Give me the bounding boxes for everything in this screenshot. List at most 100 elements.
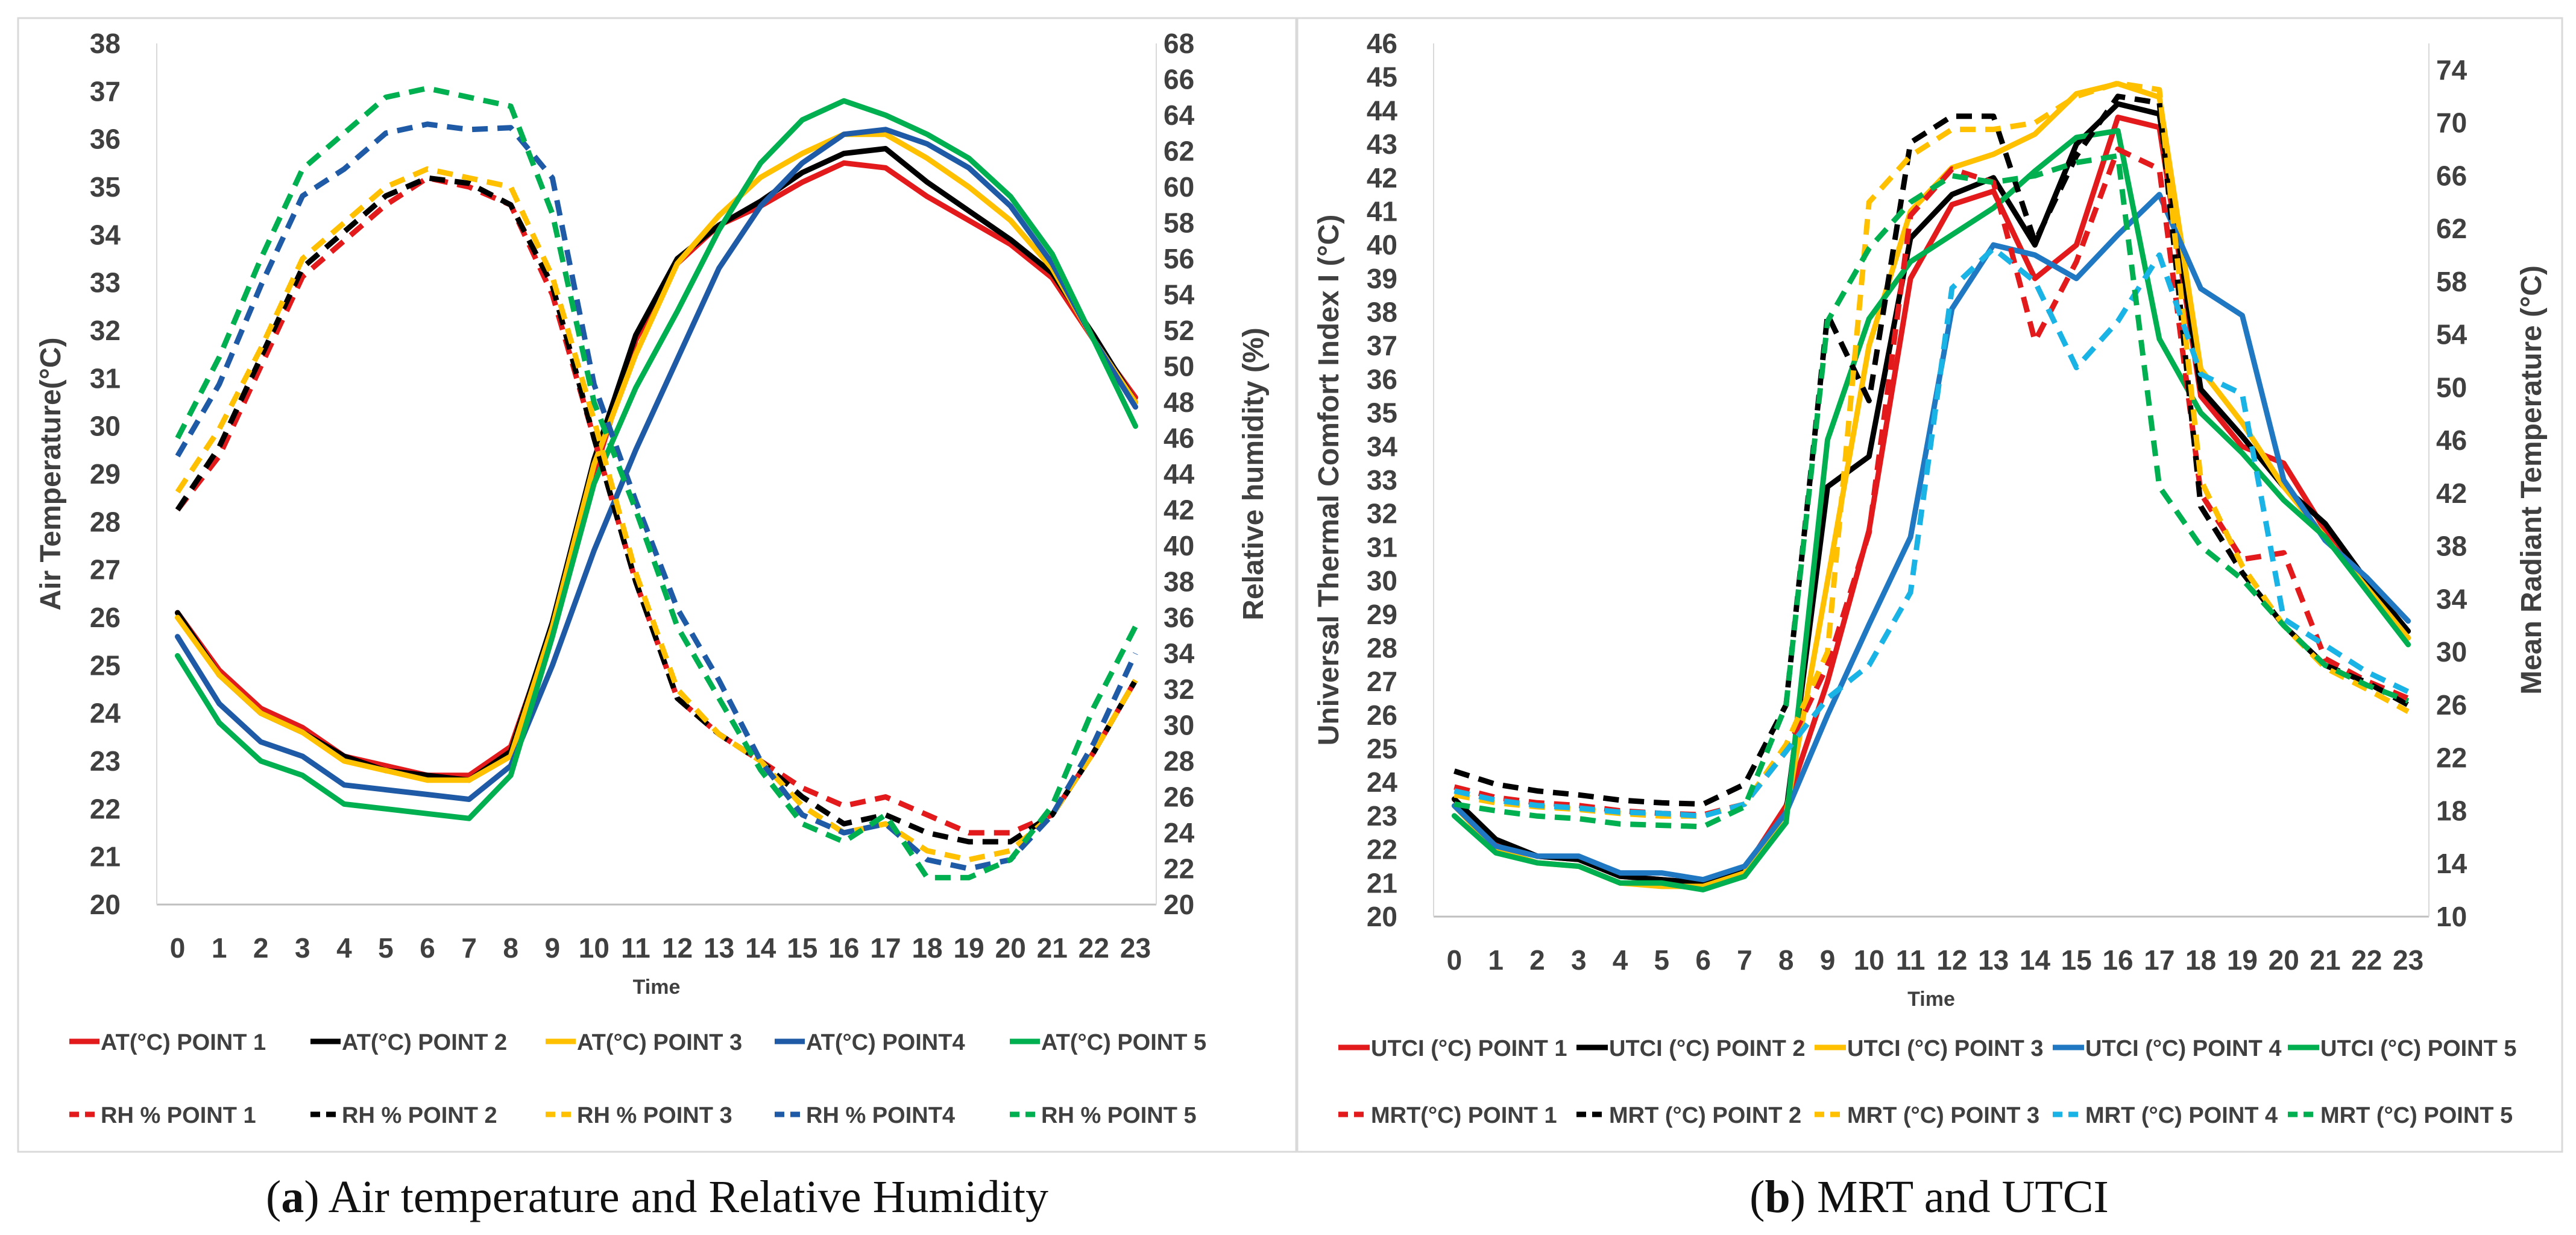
c0-x-tick-label: 19 — [954, 932, 984, 964]
c1-y-tick-label: 30 — [1367, 565, 1397, 596]
c0-x-tick-label: 7 — [461, 932, 477, 964]
panel-a-frame — [17, 17, 1297, 1153]
c0-y-tick-label: 31 — [90, 362, 121, 394]
c0-x-tick-label: 5 — [378, 932, 394, 964]
panel-b-frame — [1296, 17, 2563, 1153]
c0-y2-tick-label: 64 — [1164, 99, 1195, 131]
c1-y-axis-title: Universal Thermal Comfort Index I (°C) — [1313, 215, 1345, 746]
chart-a: 2021222324252627282930313233343536373820… — [35, 28, 1270, 1128]
caption-b: (b) MRT and UTCI — [1749, 1172, 2109, 1222]
c1-legend-label-4: UTCI (°C) POINT 5 — [2320, 1036, 2517, 1061]
c0-y2-tick-label: 40 — [1164, 530, 1194, 561]
c1-y2-tick-label: 34 — [2436, 583, 2467, 614]
c1-y2-axis-title: Mean Radiant Temperature (°C) — [2516, 265, 2548, 695]
c0-series-4-line — [175, 98, 1138, 821]
c0-x-tick-label: 6 — [420, 932, 435, 964]
c1-x-tick-label: 4 — [1613, 944, 1628, 976]
c0-y2-tick-label: 32 — [1164, 674, 1194, 705]
c0-series-8-line — [175, 121, 1138, 871]
c0-x-tick-label: 11 — [621, 932, 650, 964]
c1-legend-label-0: UTCI (°C) POINT 1 — [1371, 1036, 1567, 1061]
c0-y2-tick-label: 52 — [1164, 315, 1194, 346]
chart-b: 2021222324252627282930313233343536373839… — [1313, 28, 2548, 1128]
c1-y-tick-label: 25 — [1367, 733, 1397, 765]
c1-x-tick-label: 5 — [1654, 944, 1670, 976]
c1-x-tick-label: 12 — [1936, 944, 1967, 976]
c1-y-tick-label: 38 — [1367, 297, 1397, 328]
c1-y-tick-label: 21 — [1367, 867, 1397, 899]
c1-x-tick-label: 10 — [1854, 944, 1885, 976]
c0-x-axis-title: Time — [633, 976, 681, 999]
c0-y-tick-label: 21 — [90, 841, 121, 873]
c1-x-tick-label: 11 — [1896, 944, 1926, 976]
c0-y2-tick-label: 22 — [1164, 853, 1194, 885]
c0-legend-label-3: AT(°C) POINT4 — [806, 1030, 965, 1055]
c1-legend-label-8: MRT (°C) POINT 4 — [2085, 1103, 2278, 1128]
c1-y-tick-label: 36 — [1367, 364, 1397, 395]
c1-legend-label-5: MRT(°C) POINT 1 — [1371, 1103, 1557, 1128]
c0-legend-label-7: RH % POINT 3 — [577, 1103, 732, 1128]
c1-x-tick-label: 2 — [1529, 944, 1545, 976]
c0-y2-tick-label: 50 — [1164, 351, 1194, 382]
c1-x-tick-label: 6 — [1695, 944, 1711, 976]
c1-y2-tick-label: 50 — [2436, 371, 2467, 403]
c0-y2-tick-label: 24 — [1164, 817, 1195, 848]
c0-y2-tick-label: 36 — [1164, 602, 1194, 633]
c1-y2-tick-label: 74 — [2436, 54, 2467, 86]
c1-series-1-line — [1451, 101, 2411, 886]
c0-x-tick-label: 16 — [828, 932, 859, 964]
c1-x-tick-label: 16 — [2102, 944, 2133, 976]
c0-x-tick-label: 23 — [1120, 932, 1151, 964]
c1-legend-label-7: MRT (°C) POINT 3 — [1847, 1103, 2039, 1128]
c0-y-tick-label: 27 — [90, 554, 121, 586]
c0-x-tick-label: 2 — [253, 932, 269, 964]
c0-series-2-line — [175, 131, 1138, 783]
c0-legend-label-4: AT(°C) POINT 5 — [1041, 1030, 1206, 1055]
c1-x-tick-label: 8 — [1778, 944, 1794, 976]
c0-series-6-line — [175, 175, 1138, 845]
c1-y2-tick-label: 10 — [2436, 901, 2467, 932]
c1-y-tick-label: 28 — [1367, 632, 1397, 663]
c0-y-tick-label: 35 — [90, 171, 121, 203]
c1-y-tick-label: 22 — [1367, 834, 1397, 865]
c0-x-tick-label: 17 — [870, 932, 901, 964]
c0-x-tick-label: 4 — [336, 932, 352, 964]
c0-y2-axis-title: Relative humidity (%) — [1238, 327, 1270, 620]
c1-y-tick-label: 41 — [1367, 195, 1397, 227]
c0-y2-tick-label: 66 — [1164, 64, 1194, 95]
c0-y2-tick-label: 54 — [1164, 279, 1195, 311]
c1-x-tick-label: 17 — [2144, 944, 2174, 976]
c1-y-tick-label: 31 — [1367, 531, 1397, 563]
c1-x-tick-label: 14 — [2020, 944, 2051, 976]
c1-y2-tick-label: 46 — [2436, 425, 2467, 456]
c1-x-tick-label: 19 — [2227, 944, 2258, 976]
c1-x-tick-label: 22 — [2351, 944, 2382, 976]
c0-legend-label-5: RH % POINT 1 — [101, 1103, 256, 1128]
c0-y-axis-title: Air Temperature(°C) — [35, 337, 67, 610]
c1-y-tick-label: 40 — [1367, 229, 1397, 261]
c0-legend-label-9: RH % POINT 5 — [1041, 1103, 1197, 1128]
c1-y2-tick-label: 54 — [2436, 319, 2467, 350]
c0-y-tick-label: 30 — [90, 411, 121, 442]
c1-y-tick-label: 27 — [1367, 666, 1397, 697]
c0-y2-tick-label: 34 — [1164, 638, 1195, 669]
c1-x-tick-label: 13 — [1978, 944, 2009, 976]
c0-y2-tick-label: 56 — [1164, 243, 1194, 274]
c1-series-4-line — [1451, 128, 2411, 892]
c0-y-tick-label: 28 — [90, 506, 121, 537]
c0-legend-label-1: AT(°C) POINT 2 — [342, 1030, 507, 1055]
c0-x-tick-label: 14 — [745, 932, 776, 964]
c0-y2-tick-label: 44 — [1164, 458, 1195, 490]
c1-y-tick-label: 39 — [1367, 263, 1397, 294]
c0-y2-tick-label: 48 — [1164, 387, 1194, 418]
c0-x-tick-label: 21 — [1037, 932, 1068, 964]
c1-y2-tick-label: 58 — [2436, 266, 2467, 297]
caption-b-letter: b — [1765, 1172, 1790, 1222]
c1-x-tick-label: 0 — [1447, 944, 1463, 976]
c1-y-tick-label: 42 — [1367, 162, 1397, 194]
c1-x-tick-label: 18 — [2185, 944, 2216, 976]
c0-y-tick-label: 20 — [90, 889, 121, 920]
c0-y-tick-label: 36 — [90, 124, 121, 155]
c1-y-tick-label: 23 — [1367, 800, 1397, 832]
c0-x-tick-label: 18 — [912, 932, 942, 964]
